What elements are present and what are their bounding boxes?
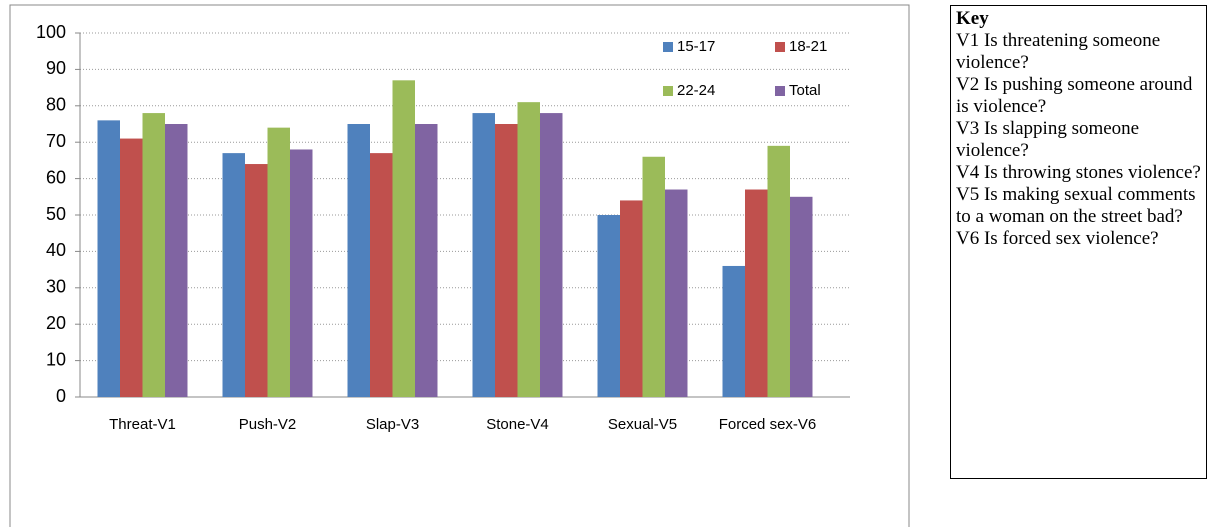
legend-label: 15-17 [677,38,715,55]
y-tick-label: 80 [46,95,66,115]
y-tick-label: 20 [46,313,66,333]
key-item: V4 Is throwing stones violence? [956,162,1201,183]
key-item: V5 Is making sexual comments to a woman … [956,184,1196,227]
legend-label: 18-21 [789,38,827,55]
bar [97,120,120,398]
y-tick-label: 90 [46,58,66,78]
x-tick-label: Stone-V4 [486,416,549,433]
bar [290,149,313,397]
key-item: V1 Is threatening someone violence? [956,30,1161,73]
y-tick-label: 60 [46,167,66,187]
legend-label: 22-24 [677,82,715,99]
chart: 0 10 20 30 40 50 60 70 80 90 100 Threat-V1 Push-V2 Sl… [9,4,910,527]
key-title: Key [956,8,989,29]
y-tick-label: 30 [46,277,66,297]
bar [120,138,143,397]
bar [665,189,688,397]
legend-swatch [775,86,785,96]
bar [517,102,540,397]
bar [392,80,415,397]
legend-swatch [775,42,785,52]
bar [472,113,495,397]
x-tick-label: Forced sex-V6 [719,416,817,433]
bar [597,215,620,397]
bar [745,189,768,397]
bar [347,124,370,397]
y-tick-label: 70 [46,131,66,151]
bar [722,265,745,397]
x-tick-label: Push-V2 [239,416,297,433]
bar [165,124,188,397]
bar [495,124,518,397]
bar [767,145,790,397]
legend-label: Total [789,82,821,99]
bar [267,127,290,397]
y-tick-label: 50 [46,204,66,224]
key-item: V6 Is forced sex violence? [956,228,1159,249]
bar [540,113,563,397]
x-tick-label: Slap-V3 [366,416,419,433]
bar [142,113,165,397]
bar [642,156,665,397]
key-item: V2 Is pushing someone around is violence… [956,74,1193,117]
bar [790,196,813,397]
key-item: V3 Is slapping someone violence? [956,118,1140,161]
bar [245,164,268,397]
bar [415,124,438,397]
x-tick-label: Threat-V1 [109,416,176,433]
x-tick-label: Sexual-V5 [608,416,677,433]
y-tick-label: 100 [36,22,66,42]
legend-swatch [663,42,673,52]
y-tick-label: 0 [56,386,66,406]
bar [620,200,643,397]
legend-swatch [663,86,673,96]
y-tick-label: 40 [46,240,66,260]
y-tick-label: 10 [46,349,66,369]
key-box: Key V1 Is threatening someone violence? V… [950,5,1207,479]
bar [222,153,245,397]
bar [370,153,393,397]
